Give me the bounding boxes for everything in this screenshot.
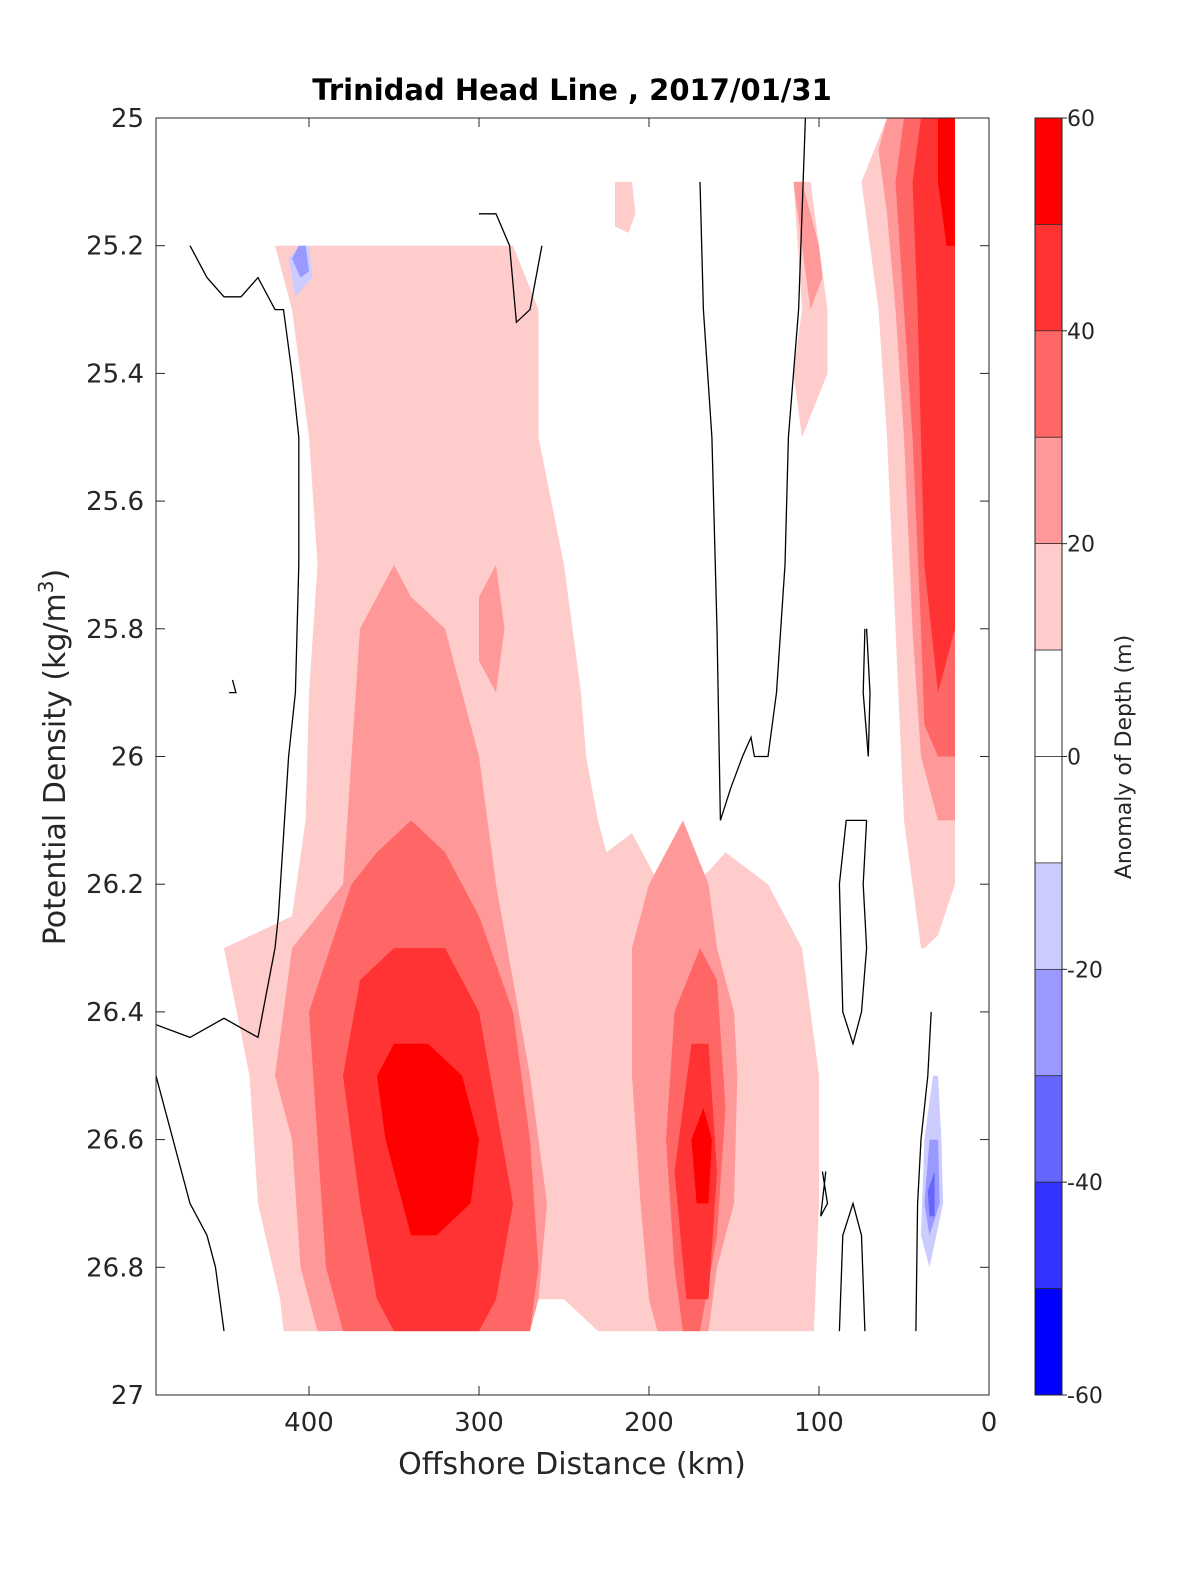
contour-region-5 [479, 564, 505, 693]
zero-contour-lines [156, 118, 932, 1332]
colorbar-block-4 [1034, 543, 1063, 651]
colorbar-block-11 [1034, 1288, 1063, 1396]
plot-area [156, 118, 989, 1395]
y-tick-label: 25.4 [86, 359, 144, 389]
y-tick-label: 26 [111, 743, 144, 773]
colorbar-block-0 [1034, 117, 1063, 225]
y-axis-label-main: Potential Density (kg/m [38, 593, 73, 945]
y-axis-label-close: ) [38, 569, 73, 581]
colorbar-tick-label: 0 [1067, 746, 1081, 771]
colorbar-tick-label: 60 [1067, 107, 1095, 132]
y-axis-ticks: 25 25.2 25.4 25.6 25.8 26 26.2 26.4 26.6 26.8 27 [86, 104, 989, 1411]
zero-contour-line-3 [699, 118, 807, 821]
contour-region-16 [691, 1107, 712, 1204]
y-tick-label: 25 [111, 104, 144, 134]
contour-region-1 [615, 181, 636, 233]
x-axis-ticks: 400 300 200 100 0 [284, 118, 997, 1438]
colorbar-block-10 [1034, 1181, 1063, 1289]
y-tick-label: 26.6 [86, 1126, 144, 1156]
contour-region-17 [938, 118, 955, 246]
x-axis-label: Offshore Distance (km) [398, 1447, 746, 1482]
contour-region-7 [793, 181, 823, 310]
colorbar-ticks: 60 40 20 0 -20 -40 -60 [1062, 107, 1103, 1409]
y-tick-label: 25.6 [86, 487, 144, 517]
zero-contour-line-5 [838, 819, 868, 1047]
zero-contour-line-0 [156, 245, 300, 1039]
colorbar-block-2 [1034, 330, 1063, 438]
zero-contour-line-2 [479, 213, 543, 324]
contour-region-22 [927, 1171, 935, 1217]
colorbar-tick-label: 40 [1067, 320, 1095, 345]
zero-contour-line-7 [820, 1171, 829, 1217]
zero-contour-line-6 [838, 1201, 866, 1332]
colorbar-block-3 [1034, 436, 1063, 545]
contour-fills [224, 118, 955, 1332]
colorbar-label: Anomaly of Depth (m) [1112, 635, 1137, 879]
y-tick-label: 27 [111, 1381, 144, 1411]
colorbar-block-6 [1034, 756, 1063, 864]
colorbar-tick-label: -60 [1067, 1384, 1103, 1409]
colorbar-tick-label: 20 [1067, 533, 1095, 558]
contour-region-14 [912, 118, 955, 693]
x-tick-label: 300 [454, 1408, 504, 1438]
x-tick-label: 400 [284, 1408, 334, 1438]
y-tick-label: 25.8 [86, 615, 144, 645]
zero-contour-line-8 [915, 1011, 932, 1332]
y-tick-label: 26.2 [86, 870, 144, 900]
y-axis-label-superscript: 3 [34, 580, 58, 593]
colorbar-block-5 [1034, 649, 1063, 757]
y-tick-label: 26.8 [86, 1253, 144, 1283]
colorbar-block-7 [1034, 862, 1063, 970]
zero-contour-line-9 [229, 679, 237, 694]
x-tick-label: 100 [794, 1408, 844, 1438]
colorbar-tick-label: -20 [1067, 958, 1103, 983]
y-axis-label: Potential Density (kg/m3) [34, 569, 73, 945]
contour-region-15 [377, 1043, 479, 1236]
colorbar-tick-label: -40 [1067, 1171, 1103, 1196]
colorbar: 60 40 20 0 -20 -40 -60 Anomaly of Depth (m) [1034, 107, 1137, 1409]
colorbar-block-9 [1034, 1075, 1063, 1183]
contour-region-19 [292, 245, 309, 278]
y-tick-label: 26.4 [86, 998, 144, 1028]
x-tick-label: 0 [981, 1408, 998, 1438]
colorbar-block-8 [1034, 968, 1063, 1077]
y-tick-label: 25.2 [86, 232, 144, 262]
x-tick-label: 200 [624, 1408, 674, 1438]
zero-contour-line-4 [862, 628, 871, 757]
zero-contour-line-1 [156, 1075, 225, 1332]
chart-title: Trinidad Head Line , 2017/01/31 [312, 73, 832, 107]
colorbar-block-1 [1034, 224, 1063, 332]
colorbar-blocks [1034, 117, 1063, 1396]
